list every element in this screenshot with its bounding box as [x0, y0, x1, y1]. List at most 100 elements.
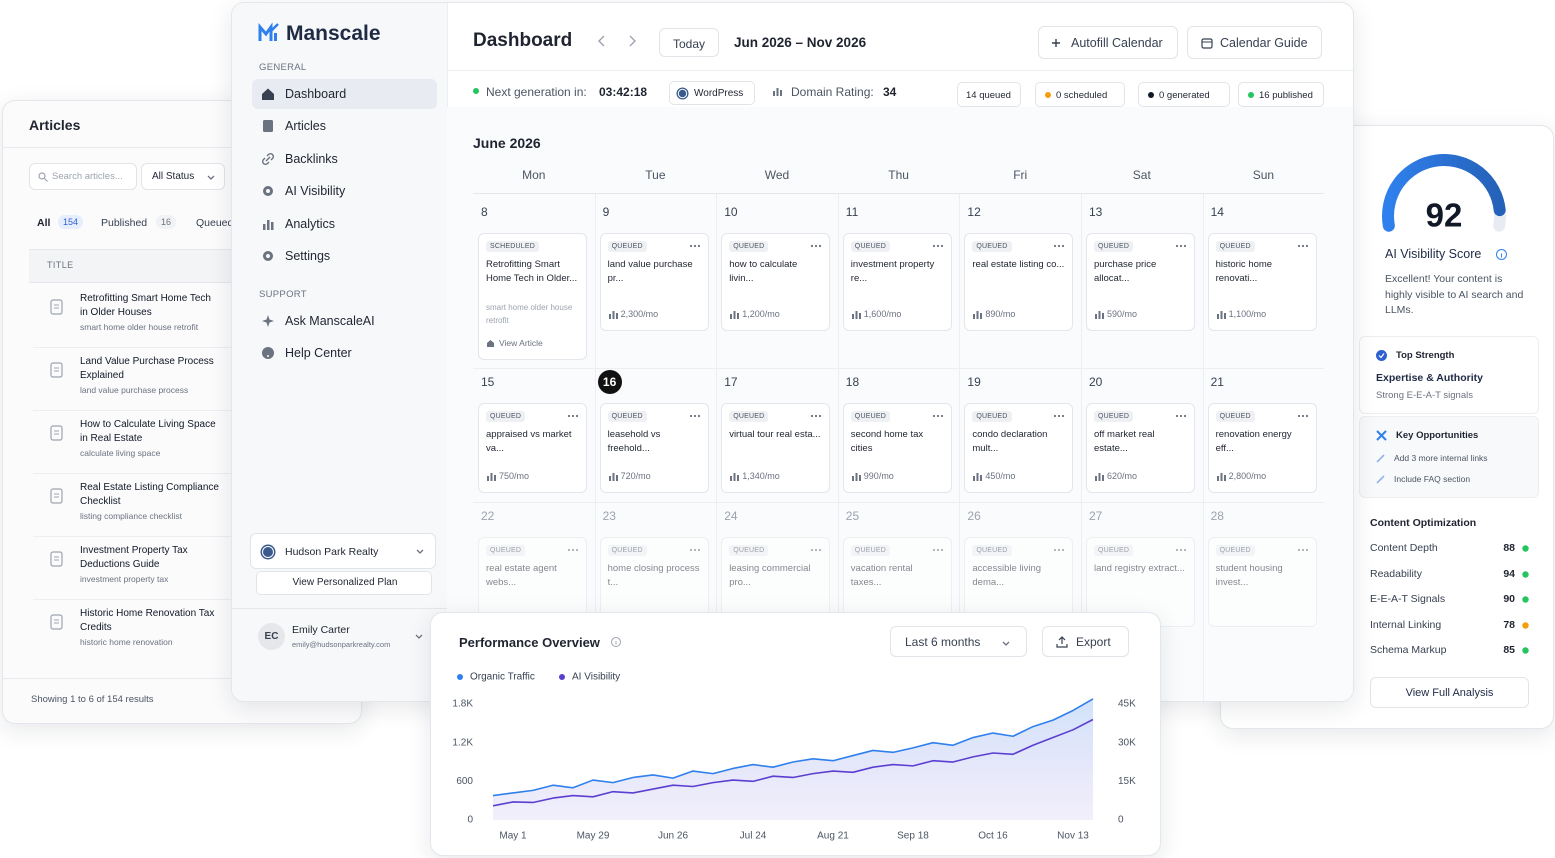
calendar-card[interactable]: QUEUED condo declaration mult... 450/mo [964, 403, 1074, 493]
autofill-button[interactable]: Autofill Calendar [1038, 26, 1178, 59]
plus-icon-part [1052, 39, 1060, 47]
more-menu[interactable] [932, 548, 944, 552]
site-name: Hudson Park Realty [285, 546, 379, 558]
nav-icon-part [263, 120, 273, 133]
weekday: Sat [1132, 168, 1151, 182]
tab[interactable]: All [37, 217, 51, 229]
more-menu[interactable] [810, 548, 822, 552]
search-volume: 750/mo [499, 471, 530, 481]
more-menu[interactable] [1175, 414, 1187, 418]
calendar-card[interactable]: SCHEDULED Retrofitting Smart Home Tech in… [478, 233, 587, 360]
nav-item[interactable]: Help Center [285, 346, 352, 361]
nav-item[interactable]: Backlinks [285, 151, 338, 166]
search-volume: 890/mo [985, 309, 1016, 319]
nav-item[interactable]: AI Visibility [285, 184, 346, 199]
nav-item[interactable]: Settings [285, 249, 331, 263]
card-title: real estate agent webs... [486, 563, 557, 588]
more-menu[interactable] [1053, 548, 1065, 552]
tab[interactable]: Queued [196, 217, 234, 229]
plan-button[interactable]: View Personalized Plan [256, 571, 432, 595]
search-box[interactable]: Search articles... [29, 163, 137, 190]
section-heading: SUPPORT [259, 289, 307, 300]
volume-icon-part [730, 314, 733, 319]
calendar-card[interactable]: QUEUED second home tax cities 990/mo [842, 403, 952, 493]
nav-item[interactable]: Analytics [285, 216, 336, 231]
more-menu[interactable] [1175, 244, 1187, 248]
strength-box: Top Strength Expertise & Authority Strong … [1359, 336, 1539, 414]
more-menu-part [932, 244, 935, 248]
nav-item[interactable]: Articles [285, 119, 326, 134]
more-menu[interactable] [932, 244, 944, 248]
range-select[interactable]: Last 6 months [890, 626, 1027, 657]
volume-icon [851, 473, 861, 481]
site-selector[interactable]: Hudson Park Realty [250, 533, 436, 569]
calendar-card[interactable]: QUEUED purchase price allocat... 590/mo [1086, 233, 1195, 331]
volume-icon-part [608, 314, 611, 319]
card-title: condo declaration mult... [972, 429, 1048, 454]
more-menu[interactable] [1175, 548, 1187, 552]
more-menu[interactable] [1297, 414, 1309, 418]
more-menu[interactable] [932, 414, 944, 418]
status-filter[interactable]: All Status [141, 163, 225, 190]
metric-label: Schema Markup [1370, 644, 1447, 656]
status-pill: QUEUED [850, 241, 890, 252]
more-menu-part [940, 414, 943, 418]
nav-item[interactable]: Dashboard [285, 87, 347, 101]
status-pill: QUEUED [1215, 545, 1255, 556]
more-menu-part [1301, 414, 1304, 418]
more-menu[interactable] [1053, 244, 1065, 248]
more-menu[interactable] [689, 244, 701, 248]
more-menu[interactable] [1297, 548, 1309, 552]
more-menu[interactable] [567, 548, 579, 552]
more-menu[interactable] [689, 414, 701, 418]
calendar-card[interactable]: QUEUED student housing invest... [1207, 537, 1317, 627]
divider [232, 608, 447, 609]
calendar-card[interactable]: QUEUED off market real estate... 620/mo [1086, 403, 1195, 493]
calendar-card[interactable]: QUEUED investment property re... 1,600/mo [842, 233, 952, 331]
more-menu[interactable] [1297, 244, 1309, 248]
info-icon [1496, 249, 1507, 260]
status-filter-label: All Status [152, 171, 195, 182]
card-title: land registry extract... [1094, 563, 1185, 574]
more-menu[interactable] [810, 414, 822, 418]
weekday: Thu [888, 168, 909, 182]
tab-count: 154 [58, 215, 84, 229]
search-volume: 1,200/mo [742, 309, 780, 319]
volume-icon-part [612, 311, 615, 319]
more-menu-part [932, 414, 935, 418]
shield-icon-part [1376, 350, 1387, 361]
calendar-card[interactable]: QUEUED historic home renovati... 1,100/mo [1207, 233, 1317, 331]
calendar-card[interactable]: QUEUED land value purchase pr... 2,300/mo [599, 233, 709, 331]
tab[interactable]: Published [101, 217, 148, 229]
day-number: 13 [1089, 205, 1103, 219]
more-menu-part [1058, 548, 1061, 552]
export-button[interactable]: Export [1042, 626, 1129, 657]
calendar-card[interactable]: QUEUED real estate listing co... 890/mo [964, 233, 1074, 331]
calendar-card[interactable]: QUEUED leasehold vs freehold... 720/mo [599, 403, 709, 493]
volume-icon [1216, 473, 1226, 481]
more-menu-part [936, 548, 939, 552]
prev-arrow[interactable] [598, 35, 606, 47]
day-number: 24 [724, 509, 738, 523]
guide-button[interactable]: Calendar Guide [1187, 26, 1322, 59]
full-analysis-button[interactable]: View Full Analysis [1370, 677, 1529, 708]
calendar-card[interactable]: QUEUED appraised vs market va... 750/mo [478, 403, 587, 493]
x-tick-label: Jun 26 [658, 831, 688, 842]
nav-item[interactable]: Ask ManscaleAI [285, 314, 375, 328]
view-link[interactable]: View Article [499, 338, 543, 348]
dashboard-panel: Manscale GENERAL Dashboard Articles Backlink… [231, 2, 1354, 702]
more-menu[interactable] [810, 244, 822, 248]
calendar-card[interactable]: QUEUED how to calculate livin... 1,200/mo [721, 233, 831, 331]
more-menu-part [940, 244, 943, 248]
autofill-label: Autofill Calendar [1071, 36, 1163, 50]
more-menu[interactable] [1053, 414, 1065, 418]
info-icon [611, 637, 621, 647]
more-menu[interactable] [567, 414, 579, 418]
calendar-card[interactable]: QUEUED renovation energy eff... 2,800/mo [1207, 403, 1317, 493]
next-arrow[interactable] [628, 35, 636, 47]
column-header: TITLE [47, 260, 74, 270]
more-menu[interactable] [689, 548, 701, 552]
today-button[interactable]: Today [659, 28, 719, 57]
calendar-card[interactable]: QUEUED virtual tour real esta... 1,340/mo [721, 403, 831, 493]
